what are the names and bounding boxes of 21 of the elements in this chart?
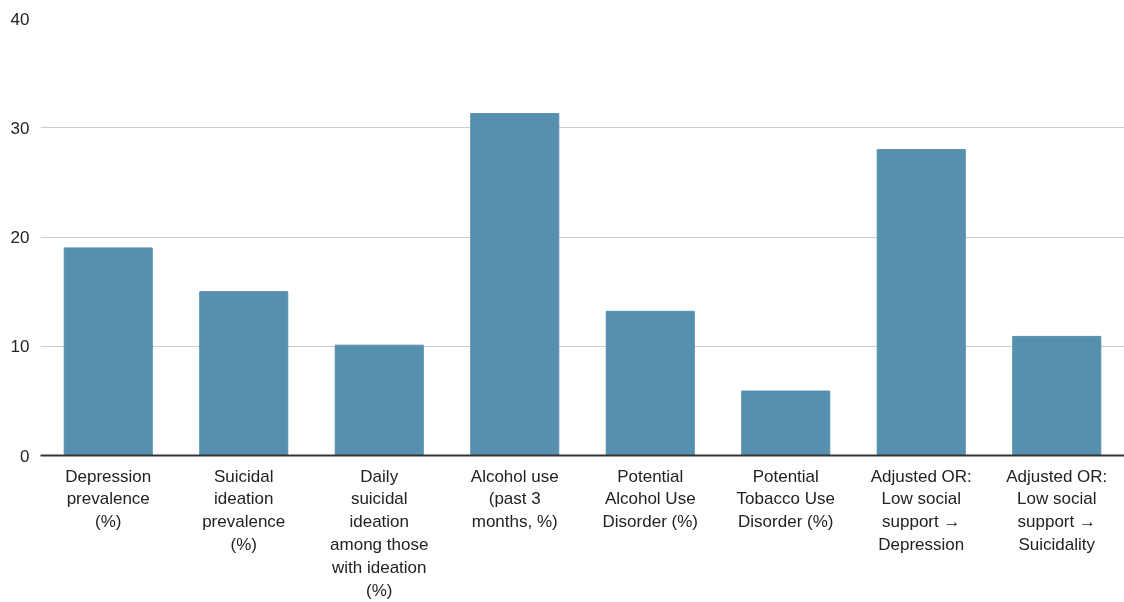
- bar: [605, 310, 695, 456]
- x-tick-label: Alcohol use (past 3 months, %): [470, 466, 559, 532]
- bar: [876, 149, 966, 456]
- bar: [1012, 335, 1102, 456]
- y-tick-label: 20: [10, 228, 30, 247]
- y-tick-label: 0: [20, 446, 30, 466]
- x-tick-label: Adjusted OR: Low social support → Suicidality: [1006, 466, 1108, 554]
- y-tick-label: 40: [10, 9, 30, 29]
- x-tick-label: Suicidal ideation prevalence (%): [202, 466, 286, 554]
- bar: [199, 291, 289, 456]
- x-tick-label: Adjusted OR: Low social support → Depression: [870, 466, 972, 554]
- bar: [63, 247, 153, 456]
- x-tick-label: Potential Alcohol Use Disorder (%): [602, 466, 698, 532]
- y-tick-label: 30: [10, 118, 30, 138]
- bar: [470, 113, 560, 456]
- x-tick-label: Depression prevalence (%): [65, 466, 152, 532]
- bar: [334, 344, 424, 456]
- y-tick-label: 10: [10, 337, 30, 357]
- x-tick-label: Potential Tobacco Use Disorder (%): [736, 466, 835, 532]
- x-tick-label: Daily suicidal ideation among those with ideation (%): [330, 466, 429, 600]
- bar: [741, 390, 831, 456]
